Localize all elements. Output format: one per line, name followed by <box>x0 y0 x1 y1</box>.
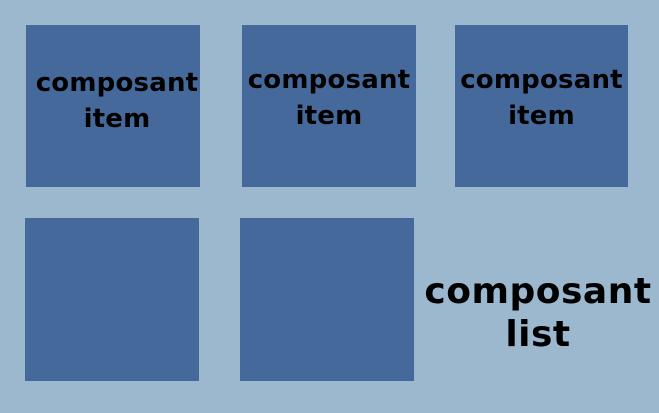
item-label-line-2: item <box>508 101 575 131</box>
item-label: composant item <box>242 62 416 134</box>
list-label-line-2: list <box>505 314 571 355</box>
item-label-line-1: composant <box>460 65 623 95</box>
composant-item-5 <box>240 218 414 381</box>
composant-list-label: composant list <box>418 270 658 356</box>
list-label-line-1: composant <box>424 271 652 312</box>
composant-item-2: composant item <box>242 25 416 187</box>
item-label-line-2: item <box>83 104 151 134</box>
item-label: composant item <box>455 62 628 134</box>
composant-item-1: composant item <box>26 25 200 187</box>
item-label-line-2: item <box>295 101 363 131</box>
composant-item-4 <box>25 218 199 381</box>
item-label-line-1: composant <box>35 68 199 98</box>
composant-item-3: composant item <box>455 25 628 187</box>
item-label: composant item <box>34 65 200 137</box>
item-label-line-1: composant <box>247 65 411 95</box>
